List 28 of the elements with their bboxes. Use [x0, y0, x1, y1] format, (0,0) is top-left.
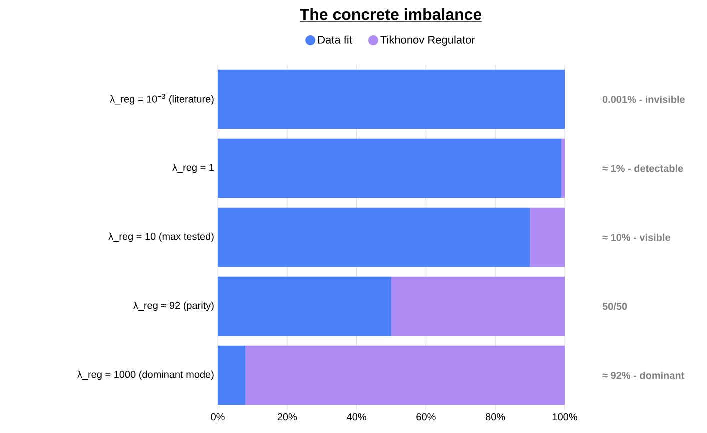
text: 50/50 — [602, 302, 628, 310]
x-tick-label: 40% — [347, 414, 366, 421]
chart-title: The concrete imbalance — [300, 8, 482, 20]
y-tick-label: λ_reg = 1000 (dominant mode) — [78, 370, 214, 380]
y-tick-label: λ_reg = 10 (max tested) — [108, 232, 214, 242]
bar — [218, 208, 530, 268]
legend-label: Data fit — [318, 36, 352, 44]
x-tick-label: 80% — [486, 414, 506, 421]
x-tick-label: 20% — [278, 414, 298, 421]
x-tick-label: 60% — [416, 414, 436, 421]
bar — [218, 276, 392, 336]
bar — [218, 138, 562, 198]
text: ≈ 92% - dominant — [602, 372, 685, 380]
bar — [392, 276, 565, 336]
y-tick-label: λ_reg = 10$^{−3}$ (literature) — [110, 94, 214, 105]
bar — [530, 208, 565, 268]
y-tick-label: λ_reg ≈ 92 (parity) — [133, 302, 214, 312]
text: ≈ 1% - detectable — [602, 164, 684, 172]
text: 0.001% - invisible — [602, 96, 685, 104]
x-tick-label: 100% — [552, 414, 578, 421]
bar — [218, 346, 246, 406]
x-tick-label: 0% — [211, 414, 225, 421]
text: ≈ 10% - visible — [602, 234, 670, 242]
legend-label: Tikhonov Regulator — [380, 36, 476, 46]
y-tick-label: λ_reg = 1 — [172, 164, 214, 174]
bar — [246, 346, 565, 406]
bar — [218, 70, 565, 130]
bar — [562, 138, 565, 198]
